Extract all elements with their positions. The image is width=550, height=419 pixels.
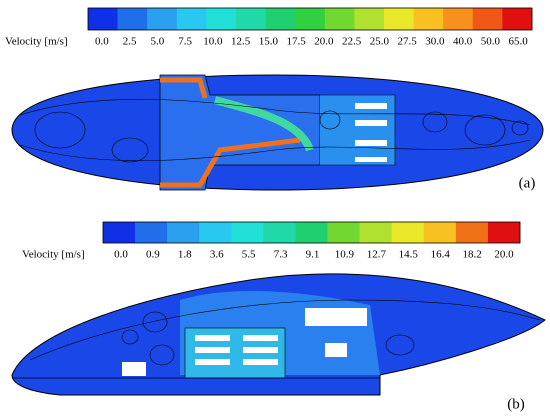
colorbar-tick-label: 18.2 <box>462 249 481 261</box>
colorbar-segment <box>391 222 425 243</box>
colorbar-segment <box>423 222 457 243</box>
colorbar-segment <box>502 8 533 30</box>
colorbar-segment <box>295 222 328 243</box>
colorbar-tick-label: 12.5 <box>231 36 251 48</box>
colorbar-segment <box>487 222 521 243</box>
colorbar-tick-label: 7.3 <box>274 249 288 261</box>
colorbar-tick-label: 16.4 <box>431 249 451 261</box>
colorbar-tick-label: 1.8 <box>178 249 192 261</box>
colorbar-segment <box>103 222 136 243</box>
colorbar-segment <box>167 222 200 243</box>
colorbar-tick-label: 22.5 <box>342 36 362 48</box>
colorbar-segment <box>443 8 474 30</box>
colorbar-tick-label: 50.0 <box>481 36 501 48</box>
colorbar-tick-label: 2.5 <box>123 36 137 48</box>
colorbar-tick-label: 10.0 <box>203 36 223 48</box>
colorbar-segment <box>413 8 444 30</box>
colorbar-segment <box>472 8 503 30</box>
colorbar-segment <box>263 222 296 243</box>
colorbar-tick-label: 40.0 <box>453 36 473 48</box>
colorbar-segment <box>135 222 168 243</box>
colorbar-tick-label: 14.5 <box>399 249 419 261</box>
colorbar-segment <box>359 222 392 243</box>
colorbar-tick-label: 15.0 <box>259 36 279 48</box>
colorbar-segment <box>354 8 385 30</box>
colorbar-label: Velocity [m/s] <box>5 36 68 48</box>
colorbar-frame <box>87 7 533 31</box>
colorbar-tick-label: 0.9 <box>146 249 160 261</box>
colorbar-tick-label: 10.9 <box>335 249 355 261</box>
colorbar-tick-label: 0.0 <box>95 36 109 48</box>
colorbar-segment <box>384 8 414 30</box>
colorbar-tick-label: 20.0 <box>314 36 334 48</box>
colorbar-tick-label: 9.1 <box>306 249 320 261</box>
colorbar-tick-label: 5.5 <box>242 249 256 261</box>
colorbar-tick-label: 12.7 <box>367 249 387 261</box>
colorbar-segment <box>295 8 326 30</box>
colorbar-tick-label: 0.0 <box>114 249 128 261</box>
colorbar-segment <box>117 8 148 30</box>
colorbar-segment <box>147 8 178 30</box>
colorbar-segment <box>199 222 232 243</box>
colorbar-tick-label: 25.0 <box>370 36 390 48</box>
colorbar-tick-label: 30.0 <box>425 36 445 48</box>
panel-label: (b) <box>507 396 525 412</box>
colorbar-tick-label: 27.5 <box>398 36 418 48</box>
colorbar-segment <box>236 8 266 30</box>
colorbar-segment <box>327 222 360 243</box>
colorbar-tick-label: 7.5 <box>178 36 192 48</box>
colorbar-tick-label: 5.0 <box>151 36 165 48</box>
colorbar-segment <box>231 222 264 243</box>
colorbar-label: Velocity [m/s] <box>22 249 85 261</box>
colorbar-segment <box>176 8 207 30</box>
colorbar-frame <box>102 221 521 244</box>
colorbar-tick-label: 17.5 <box>287 36 307 48</box>
colorbar-tick-label: 20.0 <box>494 249 514 261</box>
colorbar-segment <box>206 8 237 30</box>
panel-a-plot <box>11 74 544 191</box>
colorbar-tick-label: 65.0 <box>509 36 529 48</box>
panel-b-plot <box>11 273 546 396</box>
panel-label: (a) <box>519 175 536 191</box>
colorbar-tick-label: 3.6 <box>210 249 224 261</box>
colorbar-segment <box>265 8 296 30</box>
colorbar-segment <box>324 8 355 30</box>
colorbar-segment <box>455 222 489 243</box>
colorbar-segment <box>88 8 118 30</box>
